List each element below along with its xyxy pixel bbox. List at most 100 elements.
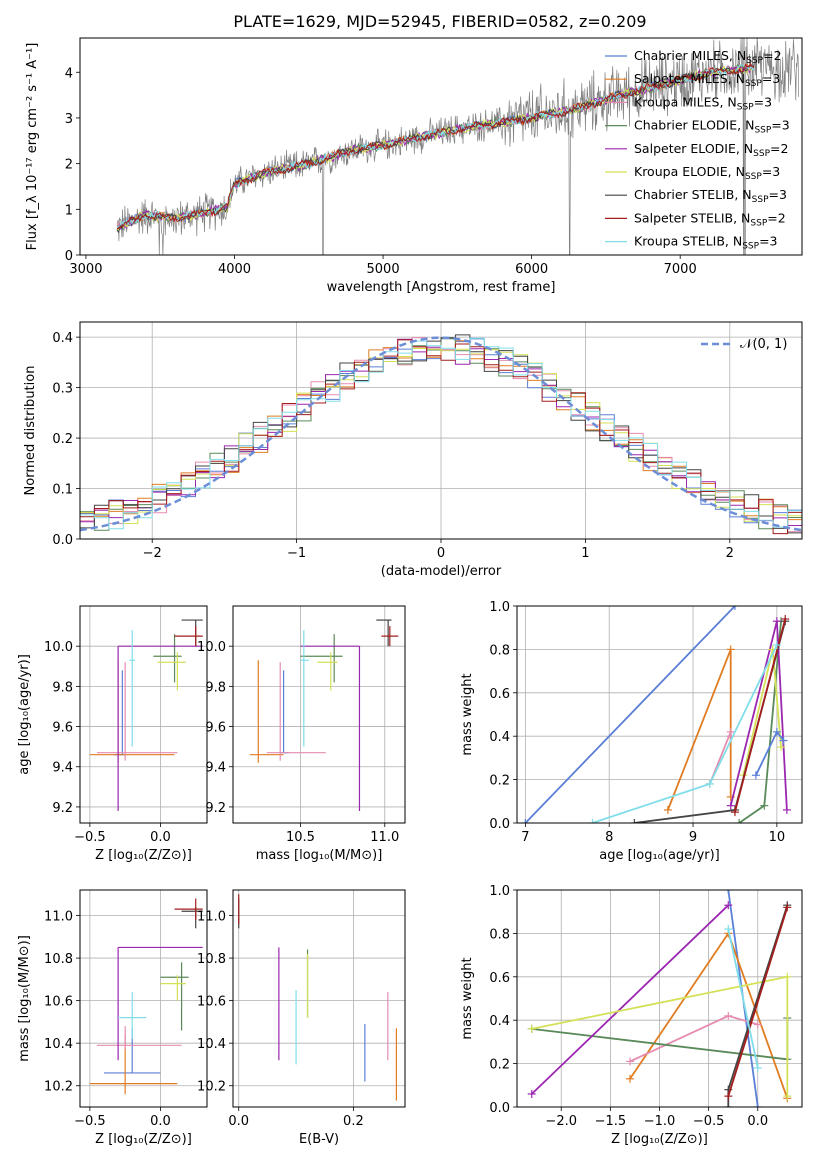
x-tick-label: 10 [769, 830, 786, 845]
y-tick-label: 0.2 [489, 774, 510, 789]
x-tick-label: 10.5 [286, 830, 315, 845]
y-axis-label: mass [log₁₀(M/M⊙)] [17, 935, 32, 1062]
y-tick-label: 9.2 [52, 801, 73, 816]
residual-histogram [80, 334, 802, 534]
y-tick-label: 10.6 [197, 995, 226, 1010]
mass-weight-series [734, 618, 787, 813]
plot-area-spectrum [116, 38, 800, 255]
spectrum-legend: Chabrier MILES, NSSP=2 Salpeter MILES, NS… [605, 48, 790, 252]
axes-massweight_vs_age: 7 8 9 10 0.0 0.2 0.4 0.6 0.8 1.0 age [log₁₀(age/yr… [460, 600, 803, 863]
axes-frame [79, 605, 208, 824]
y-tick-label: 0.0 [489, 817, 510, 832]
plot-area-residuals [80, 334, 802, 535]
x-axis-label: wavelength [Angstrom, rest frame] [327, 280, 556, 295]
mass-weight-series [727, 928, 759, 1069]
y-tick-label: 9.2 [205, 801, 226, 816]
plot-area-age_vs_mass [249, 619, 399, 811]
y-tick-label: 0.4 [489, 1014, 510, 1029]
y-axis-label: Normed distribution [23, 366, 38, 496]
x-tick-label: 0 [437, 546, 445, 561]
x-tick-label: −1.5 [595, 1114, 627, 1129]
y-tick-label: 1 [65, 203, 73, 218]
x-tick-label: −1.0 [644, 1114, 676, 1129]
x-tick-label: 7000 [664, 262, 697, 277]
axes-frame [79, 37, 803, 256]
legend-label: Salpeter ELODIE, NSSP=2 [634, 141, 788, 159]
y-tick-label: 0.0 [52, 533, 73, 548]
legend-label: Chabrier ELODIE, NSSP=3 [634, 118, 790, 136]
y-tick-label: 0.2 [52, 432, 73, 447]
x-tick-label: −0.5 [693, 1114, 725, 1129]
y-tick-label: 0.4 [52, 331, 73, 346]
x-tick-label: 9 [689, 830, 697, 845]
mass-weight-series [531, 904, 729, 1095]
y-tick-label: 9.4 [52, 761, 73, 776]
x-tick-label: 7 [521, 830, 529, 845]
x-tick-label: 5000 [367, 262, 400, 277]
residual-histogram [80, 339, 802, 535]
legend-label: Salpeter MILES, NSSP=3 [634, 71, 780, 89]
y-tick-label: 1.0 [489, 600, 510, 615]
y-tick-label: 0.4 [489, 730, 510, 745]
axes-frame [79, 889, 208, 1108]
x-tick-label: −0.5 [74, 1114, 106, 1129]
x-tick-label: 0.0 [747, 1114, 768, 1129]
y-tick-label: 9.6 [52, 721, 73, 736]
y-tick-label: 11.0 [44, 910, 73, 925]
y-tick-label: 10.0 [44, 640, 73, 655]
y-tick-label: 3 [65, 112, 73, 127]
y-tick-label: 10.2 [197, 1080, 226, 1095]
y-tick-label: 10.4 [197, 1037, 226, 1052]
x-tick-label: 0.0 [150, 1114, 171, 1129]
axes-mass_vs_EBV: 0.0 0.2 10.2 10.4 10.6 10.8 11.0 E(B-V) [197, 889, 406, 1147]
x-axis-label: (data-model)/error [381, 564, 502, 579]
axes-frame [232, 605, 406, 824]
y-tick-label: 10.6 [44, 995, 73, 1010]
x-axis-label: Z [log₁₀(Z/Z⊙)] [95, 848, 192, 863]
spectrum-title: PLATE=1629, MJD=52945, FIBERID=0582, z=0… [233, 12, 646, 31]
axes-frame [232, 889, 406, 1108]
y-tick-label: 10.2 [44, 1080, 73, 1095]
x-axis-label: E(B-V) [299, 1132, 339, 1147]
plot-area-massweight_vs_age [521, 606, 791, 823]
y-tick-label: 0.8 [489, 927, 510, 942]
y-tick-label: 9.8 [205, 680, 226, 695]
y-axis-label: age [log₁₀(age/yr)] [17, 654, 32, 775]
legend-label: 𝒩(0, 1) [740, 337, 787, 352]
y-tick-label: 10.8 [197, 952, 226, 967]
mass-weight-series [727, 907, 789, 1097]
residual-histogram [80, 348, 802, 524]
x-axis-label: age [log₁₀(age/yr)] [599, 848, 720, 863]
x-tick-label: 3000 [69, 262, 102, 277]
plot-area-mass_vs_Z [89, 898, 203, 1095]
residual-histogram [80, 337, 802, 530]
legend-label: Kroupa ELODIE, NSSP=3 [634, 164, 780, 182]
y-tick-label: 11.0 [197, 910, 226, 925]
x-tick-label: 0.0 [150, 830, 171, 845]
y-tick-label: 10.0 [197, 640, 226, 655]
x-tick-label: 1 [581, 546, 589, 561]
gaussian-legend: 𝒩(0, 1) [701, 337, 787, 352]
x-tick-label: 0.2 [343, 1114, 364, 1129]
x-tick-label: −1 [287, 546, 306, 561]
residual-histogram [80, 338, 802, 531]
axes-age_vs_mass: 10.5 11.0 9.2 9.4 9.6 9.8 10.0 mass [log₁₀(M/M⊙… [197, 605, 406, 863]
x-tick-label: −2 [143, 546, 162, 561]
x-axis-label: Z [log₁₀(Z/Z⊙)] [611, 1132, 708, 1147]
gaussian-curve [80, 336, 802, 532]
y-tick-label: 0.6 [489, 687, 510, 702]
x-tick-label: 6000 [515, 262, 548, 277]
y-tick-label: 0.8 [489, 643, 510, 658]
y-axis-label: mass weight [460, 673, 475, 755]
y-tick-label: 0 [65, 249, 73, 264]
plot-area-age_vs_Z [89, 619, 203, 811]
axes-age_vs_Z: −0.5 0.0 9.2 9.4 9.6 9.8 10.0 Z [log₁₀(Z/Z⊙)] ag… [17, 605, 208, 863]
y-axis-label: mass weight [460, 957, 475, 1039]
legend-label: Chabrier MILES, NSSP=2 [634, 48, 782, 66]
x-tick-label: 8 [605, 830, 613, 845]
legend-label: Kroupa MILES, NSSP=3 [634, 94, 772, 112]
y-tick-label: 4 [65, 66, 73, 81]
y-tick-label: 0.1 [52, 483, 73, 498]
x-axis-label: Z [log₁₀(Z/Z⊙)] [95, 1132, 192, 1147]
